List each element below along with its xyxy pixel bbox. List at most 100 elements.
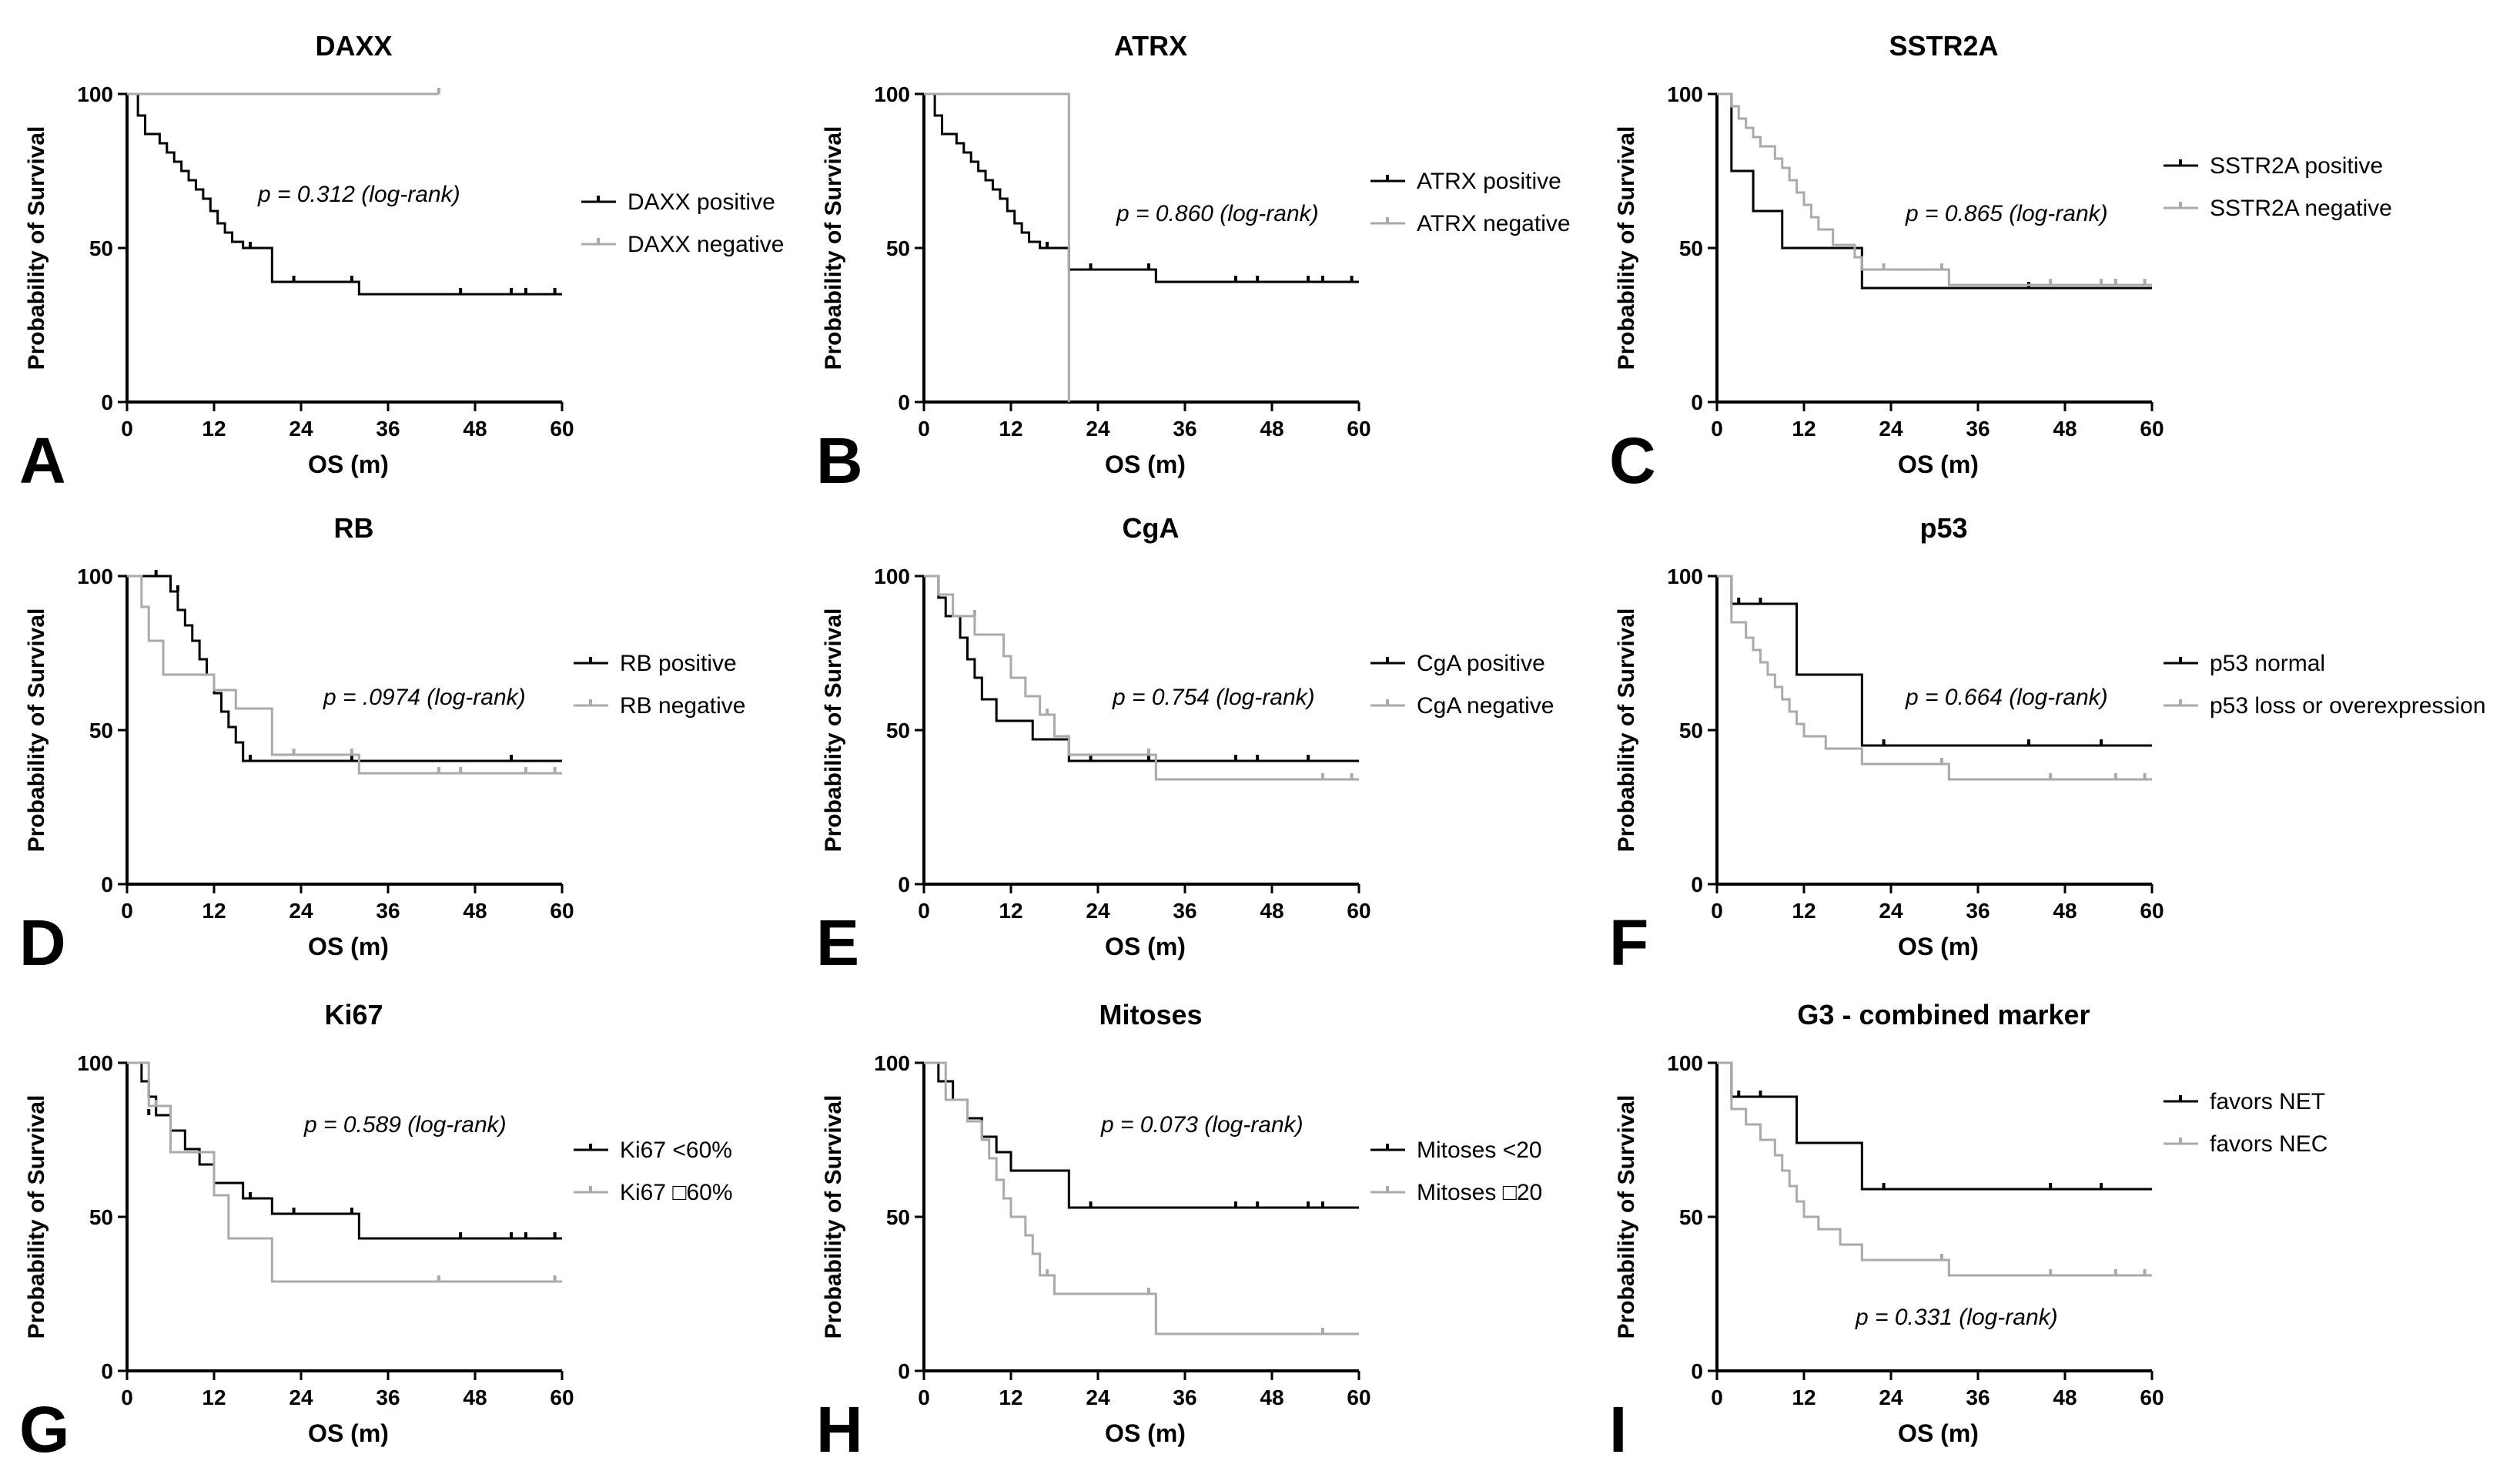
x-tick-label: 60 (2140, 1386, 2164, 1409)
x-tick-label: 48 (1260, 1386, 1283, 1409)
y-tick-label: 100 (874, 82, 910, 106)
x-tick-label: 36 (376, 417, 400, 441)
x-axis-label: OS (m) (1105, 1419, 1186, 1447)
x-tick-label: 36 (376, 1386, 400, 1409)
y-tick-label: 0 (101, 873, 113, 896)
panel-title: Mitoses (1099, 999, 1202, 1030)
x-tick-label: 24 (289, 1386, 313, 1409)
y-tick-label: 0 (898, 1359, 910, 1383)
x-tick-label: 60 (550, 899, 574, 923)
survival-curve-2 (924, 92, 1070, 402)
x-tick-label: 12 (1792, 417, 1816, 441)
legend-label: ATRX negative (1417, 211, 1571, 236)
panel-letter: H (816, 1393, 863, 1466)
y-tick-label: 50 (89, 1205, 113, 1229)
survival-curve-1 (127, 575, 562, 762)
survival-curve-2 (1717, 575, 2152, 781)
y-tick-label: 50 (886, 719, 910, 742)
x-tick-label: 12 (999, 899, 1022, 923)
y-axis-label: Probability of Survival (24, 1095, 49, 1339)
survival-curve-1 (127, 1061, 562, 1240)
y-tick-label: 100 (1667, 1051, 1703, 1075)
legend-label: Mitoses □20 (1417, 1180, 1542, 1205)
survival-curve-2 (1717, 92, 2152, 286)
x-tick-label: 12 (1792, 899, 1816, 923)
y-tick-label: 0 (1691, 390, 1703, 414)
x-tick-label: 36 (1966, 899, 1990, 923)
x-axis-label: OS (m) (1105, 933, 1186, 960)
y-tick-label: 50 (1679, 1205, 1703, 1229)
panel-letter: B (816, 424, 863, 497)
x-tick-label: 60 (2140, 899, 2164, 923)
survival-curve-2 (127, 575, 562, 775)
x-tick-label: 0 (121, 1386, 133, 1409)
legend-label: CgA negative (1417, 693, 1554, 719)
p-value: p = 0.664 (log-rank) (1905, 685, 2108, 710)
y-tick-label: 50 (1679, 719, 1703, 742)
legend-label: RB negative (620, 693, 745, 719)
x-tick-label: 60 (1347, 899, 1370, 923)
km-panel-g: Ki67 0 50 100 0 12 24 36 48 60 OS (m) Probability o… (19, 999, 733, 1466)
y-tick-label: 0 (101, 390, 113, 414)
x-tick-label: 60 (550, 1386, 574, 1409)
y-tick-label: 100 (77, 1051, 113, 1075)
x-tick-label: 12 (999, 1386, 1022, 1409)
y-tick-label: 50 (89, 719, 113, 742)
x-tick-label: 24 (1879, 1386, 1903, 1409)
y-tick-label: 100 (874, 565, 910, 588)
p-value: p = 0.331 (log-rank) (1855, 1305, 2058, 1330)
x-tick-label: 48 (2053, 899, 2077, 923)
survival-curve-2 (924, 1061, 1359, 1335)
legend-label: Ki67 <60% (620, 1138, 732, 1163)
legend-label: favors NEC (2210, 1131, 2328, 1157)
x-tick-label: 0 (1711, 1386, 1723, 1409)
x-tick-label: 36 (376, 899, 400, 923)
x-tick-label: 24 (1879, 417, 1903, 441)
x-tick-label: 48 (1260, 417, 1283, 441)
survival-curve-1 (1717, 92, 2152, 290)
panel-title: DAXX (315, 30, 392, 62)
x-tick-label: 12 (202, 1386, 226, 1409)
legend-label: RB positive (620, 651, 737, 676)
km-panel-i: G3 - combined marker 0 50 100 0 12 24 36 48 60 OS … (1609, 999, 2328, 1466)
x-tick-label: 36 (1966, 1386, 1990, 1409)
x-tick-label: 36 (1173, 1386, 1196, 1409)
panel-letter: G (19, 1393, 69, 1466)
legend-label: DAXX negative (627, 232, 784, 257)
legend-label: Ki67 □60% (620, 1180, 733, 1205)
x-tick-label: 24 (289, 899, 313, 923)
y-tick-label: 100 (1667, 82, 1703, 106)
km-panel-h: Mitoses 0 50 100 0 12 24 36 48 60 OS (m) Probabilit… (816, 999, 1542, 1466)
x-tick-label: 48 (463, 1386, 487, 1409)
legend-label: SSTR2A negative (2210, 196, 2392, 221)
km-panel-b: ATRX 0 50 100 0 12 24 36 48 60 OS (m) Probability o… (816, 30, 1571, 497)
x-tick-label: 12 (202, 417, 226, 441)
panel-letter: E (816, 906, 859, 979)
legend-label: CgA positive (1417, 651, 1545, 676)
panel-title: G3 - combined marker (1797, 999, 2090, 1030)
x-axis-label: OS (m) (308, 451, 389, 478)
p-value: p = 0.589 (log-rank) (303, 1112, 507, 1138)
x-tick-label: 48 (2053, 1386, 2077, 1409)
km-panel-a: DAXX 0 50 100 0 12 24 36 48 60 OS (m) Probability o… (19, 30, 784, 497)
x-axis-label: OS (m) (308, 933, 389, 960)
y-tick-label: 100 (1667, 565, 1703, 588)
y-tick-label: 0 (101, 1359, 113, 1383)
km-panel-e: CgA 0 50 100 0 12 24 36 48 60 OS (m) Probability of… (816, 512, 1554, 979)
x-axis-label: OS (m) (1898, 933, 1979, 960)
panel-letter: I (1609, 1393, 1627, 1466)
y-axis-label: Probability of Survival (821, 126, 846, 370)
y-tick-label: 50 (1679, 236, 1703, 260)
y-axis-label: Probability of Survival (821, 608, 846, 853)
x-tick-label: 24 (1086, 1386, 1110, 1409)
panel-title: CgA (1123, 512, 1180, 544)
x-tick-label: 0 (918, 417, 930, 441)
survival-curve-2 (924, 575, 1359, 781)
x-tick-label: 60 (550, 417, 574, 441)
panel-letter: A (19, 424, 66, 497)
y-axis-label: Probability of Survival (24, 608, 49, 853)
y-tick-label: 50 (89, 236, 113, 260)
legend-label: Mitoses <20 (1417, 1138, 1542, 1163)
x-axis-label: OS (m) (1105, 451, 1186, 478)
